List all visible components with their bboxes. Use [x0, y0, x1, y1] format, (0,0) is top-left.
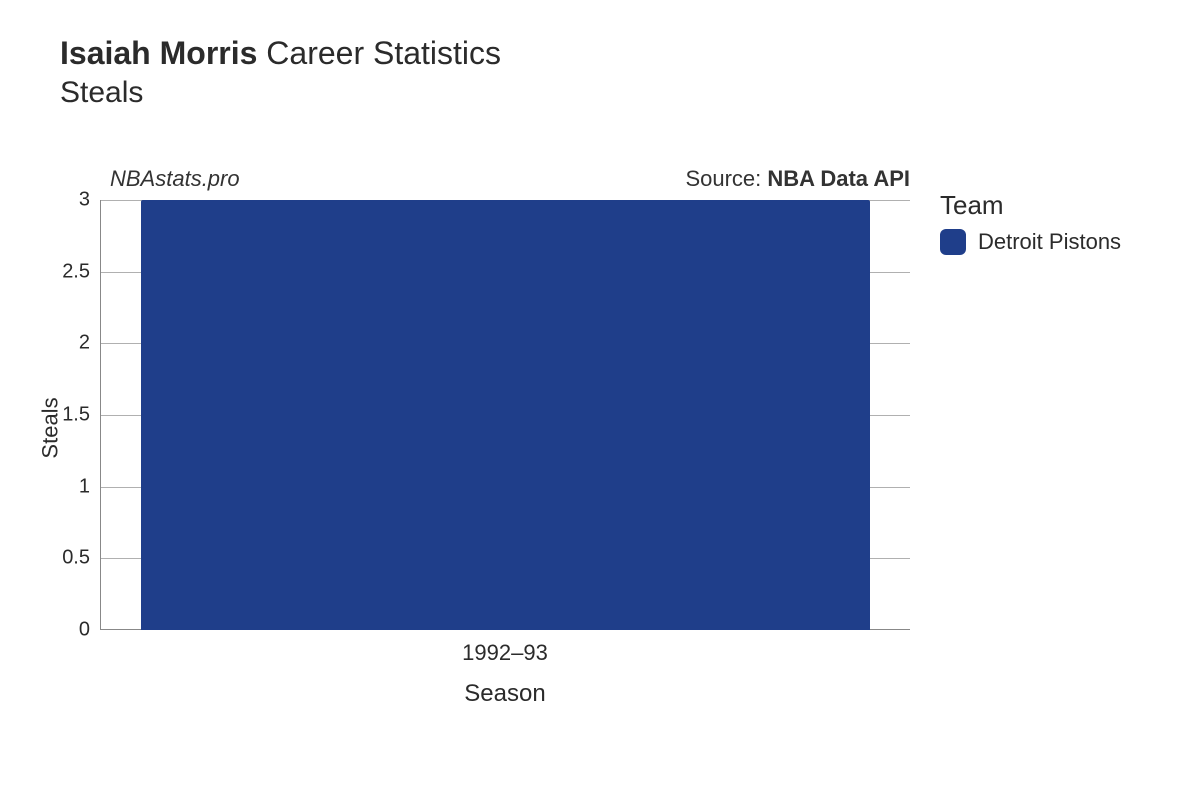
y-tick-label: 3 [79, 189, 100, 212]
y-tick-label: 2 [79, 332, 100, 355]
source-attribution: Source: NBA Data API [610, 166, 910, 192]
legend-title: Team [940, 190, 1121, 221]
chart-container: { "title": { "player": "Isaiah Morris", … [0, 0, 1200, 800]
legend-label: Detroit Pistons [978, 229, 1121, 255]
chart-title: Isaiah Morris Career Statistics Steals [60, 35, 501, 110]
legend-item: Detroit Pistons [940, 229, 1121, 255]
plot-area: 00.511.522.531992–93 [100, 200, 910, 630]
y-tick-label: 0.5 [62, 547, 100, 570]
source-name: NBA Data API [767, 166, 910, 191]
legend-swatch [940, 229, 966, 255]
x-tick-label: 1992–93 [462, 630, 548, 666]
y-tick-label: 1 [79, 475, 100, 498]
watermark-text: NBAstats.pro [110, 166, 240, 192]
legend: Team Detroit Pistons [940, 190, 1121, 255]
y-tick-label: 2.5 [62, 260, 100, 283]
y-tick-label: 1.5 [62, 404, 100, 427]
plot-inner: 00.511.522.531992–93 [100, 200, 910, 630]
y-tick-label: 0 [79, 619, 100, 642]
bar [141, 200, 870, 630]
y-axis-label: Steals [38, 397, 64, 458]
y-axis-line [100, 200, 101, 630]
player-name: Isaiah Morris [60, 35, 257, 71]
x-axis-label: Season [464, 680, 545, 708]
title-line-1: Isaiah Morris Career Statistics [60, 35, 501, 72]
metric-name: Steals [60, 76, 501, 110]
source-prefix: Source: [685, 166, 767, 191]
title-suffix: Career Statistics [266, 35, 501, 71]
legend-items: Detroit Pistons [940, 229, 1121, 255]
